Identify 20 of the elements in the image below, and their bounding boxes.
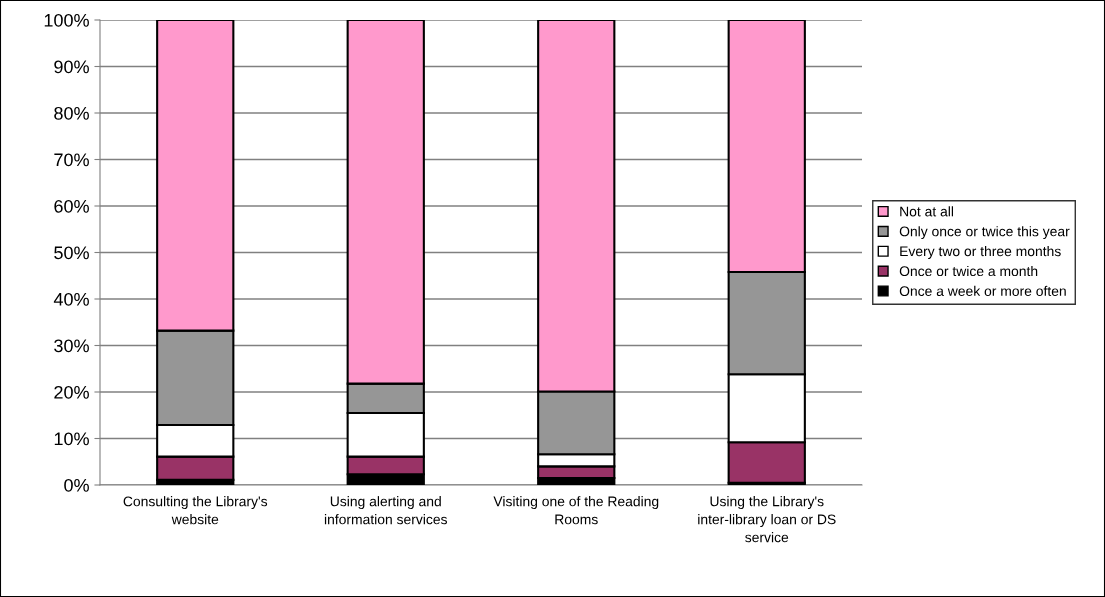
y-tick-label: 30% bbox=[54, 339, 89, 353]
y-tick-label: 10% bbox=[54, 432, 89, 446]
legend-label: Once or twice a month bbox=[899, 265, 1038, 277]
x-tick-label: Using alerting and information services bbox=[324, 496, 447, 525]
x-tick-label: Consulting the Library's website bbox=[123, 496, 268, 525]
legend-label: Every two or three months bbox=[900, 246, 1061, 259]
legend-label: Once a week or more often bbox=[899, 285, 1066, 297]
legend-label: Not at all bbox=[900, 206, 954, 217]
y-tick-label: 100% bbox=[44, 13, 89, 27]
y-tick-label: 90% bbox=[54, 60, 89, 74]
y-tick-label: 20% bbox=[54, 385, 89, 399]
y-tick-label: 40% bbox=[53, 292, 89, 306]
y-tick-label: 60% bbox=[54, 199, 89, 213]
y-tick-label: 50% bbox=[54, 246, 89, 260]
x-tick-label: Using the Library's inter-library loan or DS service bbox=[698, 496, 836, 543]
y-tick-label: 70% bbox=[54, 153, 89, 167]
legend-label: Only once or twice this year bbox=[899, 226, 1070, 240]
x-tick-label: Visiting one of the Reading Rooms bbox=[493, 496, 659, 525]
y-tick-label: 0% bbox=[64, 478, 89, 492]
y-tick-label: 80% bbox=[54, 106, 89, 120]
